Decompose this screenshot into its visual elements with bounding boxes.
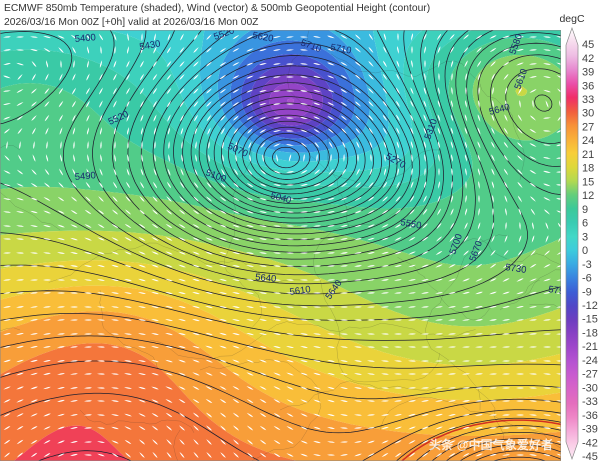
svg-text:21: 21 (582, 149, 594, 161)
svg-text:-27: -27 (582, 369, 598, 381)
svg-text:-45: -45 (582, 451, 598, 461)
svg-text:5490: 5490 (74, 170, 96, 183)
svg-text:39: 39 (582, 67, 594, 79)
svg-text:9: 9 (582, 204, 588, 216)
svg-text:18: 18 (582, 163, 594, 175)
svg-text:33: 33 (582, 94, 594, 106)
svg-text:-36: -36 (582, 410, 598, 422)
svg-text:-3: -3 (582, 259, 592, 271)
svg-text:45: 45 (582, 39, 594, 51)
svg-text:-18: -18 (582, 328, 598, 340)
svg-text:-9: -9 (582, 286, 592, 298)
svg-text:27: 27 (582, 122, 594, 134)
svg-text:0: 0 (582, 245, 588, 257)
svg-text:36: 36 (582, 80, 594, 92)
svg-text:-12: -12 (582, 300, 598, 312)
svg-text:degC: degC (559, 13, 585, 25)
svg-text:30: 30 (582, 108, 594, 120)
svg-text:-42: -42 (582, 437, 598, 449)
svg-text:3: 3 (582, 231, 588, 243)
svg-text:-30: -30 (582, 382, 598, 394)
svg-text:-39: -39 (582, 424, 598, 436)
svg-text:12: 12 (582, 190, 594, 202)
svg-text:6: 6 (582, 218, 588, 230)
svg-text:5400: 5400 (74, 32, 96, 45)
svg-text:-15: -15 (582, 314, 598, 326)
svg-text:24: 24 (582, 135, 594, 147)
svg-text:42: 42 (582, 53, 594, 65)
svg-text:-24: -24 (582, 355, 598, 367)
svg-text:-21: -21 (582, 341, 598, 353)
svg-text:15: 15 (582, 176, 594, 188)
svg-text:5640: 5640 (255, 272, 277, 285)
svg-text:-6: -6 (582, 273, 592, 285)
svg-text:-33: -33 (582, 396, 598, 408)
